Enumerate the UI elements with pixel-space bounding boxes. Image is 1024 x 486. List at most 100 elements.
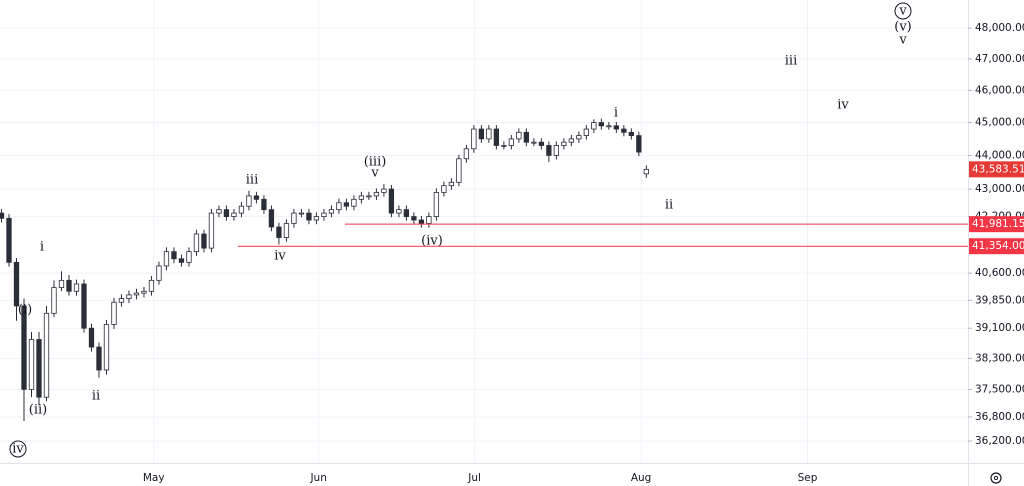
candle-body <box>51 287 57 314</box>
candle-body <box>58 279 65 289</box>
y-tick-label: 40,600.00 <box>975 267 1024 279</box>
candle-body <box>186 251 192 263</box>
candle-body <box>313 216 320 221</box>
candle-body <box>103 324 110 371</box>
x-tick-label: Sep <box>798 472 818 484</box>
candle-body <box>636 135 642 153</box>
wave-label: (ii) <box>29 403 47 418</box>
candle-body <box>606 125 612 128</box>
wave-label: iii <box>785 54 797 69</box>
candle-body <box>441 185 447 193</box>
candle-body <box>426 216 432 224</box>
candle-body <box>88 327 95 348</box>
candle-body <box>13 261 20 307</box>
last-price-box <box>969 161 1024 178</box>
wave-label: i <box>614 106 618 121</box>
candle-body <box>388 188 395 214</box>
candle-body <box>246 195 252 207</box>
y-tick-label: 45,000.00 <box>975 117 1024 129</box>
wave-label: (iv) <box>421 234 443 249</box>
candle-body <box>171 251 177 260</box>
candle-body <box>576 135 582 140</box>
candle-body <box>643 168 649 175</box>
candle-body <box>373 192 380 197</box>
x-tick-label: May <box>143 472 165 484</box>
candle-body <box>268 209 275 228</box>
last-price-label: 43,583.51 <box>972 163 1024 175</box>
candle-body <box>81 283 87 329</box>
wave-label: iv <box>12 442 24 457</box>
candle-body <box>111 301 117 325</box>
candle-body <box>276 226 282 238</box>
candle-body <box>381 188 387 193</box>
candle-body <box>261 198 267 211</box>
y-tick-label: 43,000.00 <box>975 183 1024 195</box>
candle-body <box>253 195 260 200</box>
y-tick-label: 39,850.00 <box>975 294 1024 306</box>
settings-gear[interactable] <box>990 472 1002 484</box>
candle-body <box>141 290 147 294</box>
wave-label: iii <box>246 173 258 188</box>
y-tick-label: 36,200.00 <box>975 435 1024 447</box>
settings-icon[interactable] <box>990 472 1002 484</box>
candle-body <box>621 128 627 133</box>
candle-body <box>366 195 372 198</box>
price-label: 41,354.00 <box>972 240 1024 252</box>
y-tick-label: 46,000.00 <box>975 84 1024 96</box>
candle-body <box>591 122 597 130</box>
candle-body <box>291 212 297 224</box>
candle-body <box>411 216 417 221</box>
price-label: 41,981.15 <box>972 218 1024 230</box>
candle-body <box>531 141 537 144</box>
candle-body <box>508 138 515 146</box>
candle-body <box>358 195 365 200</box>
price-label-box <box>969 216 1024 233</box>
candle-body <box>21 305 27 390</box>
candle-body <box>463 148 470 160</box>
candle-body <box>118 298 125 303</box>
candle-body <box>336 202 342 211</box>
candle-body <box>126 294 132 299</box>
wave-label: ii <box>665 198 673 213</box>
candle-body <box>66 279 72 292</box>
wave-label: iv <box>837 98 849 113</box>
annotation-circle <box>894 2 912 20</box>
candle-body <box>493 128 500 146</box>
x-tick-label: Aug <box>631 472 652 484</box>
candle-body <box>433 192 440 217</box>
candle-body <box>216 209 222 214</box>
candle-body <box>6 217 12 263</box>
wave-label: v <box>898 33 907 48</box>
y-tick-label: 47,000.00 <box>975 53 1024 65</box>
candle-body <box>486 128 492 140</box>
candle-body <box>396 209 402 214</box>
candle-body <box>0 212 5 219</box>
y-tick-label: 36,800.00 <box>975 411 1024 423</box>
candle-body <box>613 125 619 130</box>
candle-body <box>201 233 207 249</box>
candle-body <box>471 128 477 150</box>
candle-body <box>546 145 552 156</box>
candle-body <box>583 128 589 137</box>
candle-body <box>298 212 305 215</box>
grid <box>0 0 968 463</box>
candle-body <box>516 131 522 140</box>
y-tick-label: 44,000.00 <box>975 149 1024 161</box>
candle-body <box>178 258 185 263</box>
candle-body <box>231 212 237 217</box>
candle-body <box>538 141 545 146</box>
wave-label: i <box>40 240 44 255</box>
y-tick-label: 39,100.00 <box>975 322 1024 334</box>
candle-body <box>36 339 42 398</box>
x-tick-label: Jul <box>467 472 481 484</box>
candle-body <box>321 212 327 217</box>
candle-body <box>223 209 230 217</box>
candle-body <box>238 205 245 214</box>
x-tick-label: Jun <box>309 472 326 484</box>
candle-body <box>96 346 102 371</box>
wave-label: v <box>898 4 907 19</box>
settings-gear-center[interactable] <box>993 475 999 481</box>
candle-body <box>628 131 634 137</box>
wave-label: v <box>370 166 379 181</box>
